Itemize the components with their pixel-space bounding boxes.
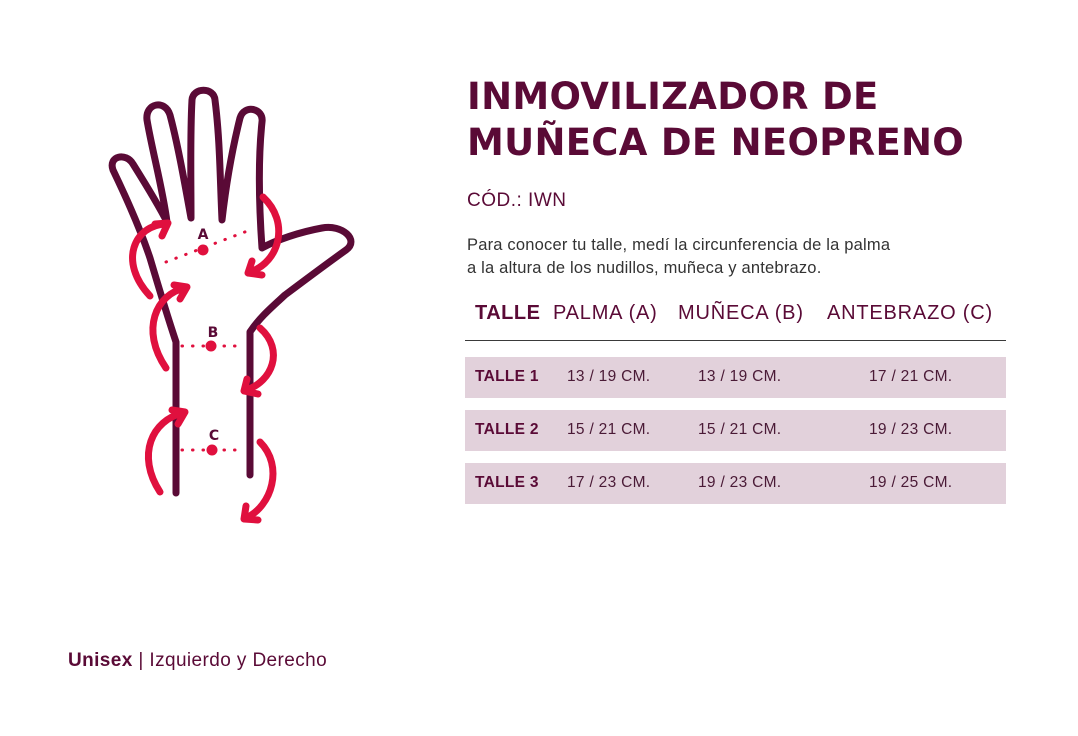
- cell-palma: 15 / 21 CM.: [567, 421, 651, 438]
- size-table-header: TALLE PALMA (A) MUÑECA (B) ANTEBRAZO (C): [465, 296, 1006, 341]
- footer-note: Unisex | Izquierdo y Derecho: [68, 650, 327, 672]
- cell-palma: 13 / 19 CM.: [567, 368, 651, 385]
- cell-antebrazo: 19 / 25 CM.: [869, 474, 953, 491]
- product-title: INMOVILIZADOR DE MUÑECA DE NEOPRENO: [467, 74, 1047, 166]
- cell-muneca: 15 / 21 CM.: [698, 421, 782, 438]
- measurement-instructions: Para conocer tu talle, medí la circunfer…: [467, 234, 1027, 280]
- header-muneca: MUÑECA (B): [678, 302, 804, 324]
- footer-sides: Izquierdo y Derecho: [149, 650, 328, 671]
- measurement-points: [197, 244, 218, 456]
- label-a: A: [198, 227, 209, 243]
- cell-antebrazo: 17 / 21 CM.: [869, 368, 953, 385]
- cell-muneca: 19 / 23 CM.: [698, 474, 782, 491]
- size-table: TALLE PALMA (A) MUÑECA (B) ANTEBRAZO (C)…: [465, 296, 1006, 516]
- cell-muneca: 13 / 19 CM.: [698, 368, 782, 385]
- header-antebrazo: ANTEBRAZO (C): [827, 302, 993, 324]
- product-code: CÓD.: IWN: [467, 190, 567, 211]
- cell-palma: 17 / 23 CM.: [567, 474, 651, 491]
- cell-talle: TALLE 1: [475, 368, 539, 385]
- instructions-line-2: a la altura de los nudillos, muñeca y an…: [467, 259, 822, 277]
- cell-antebrazo: 19 / 23 CM.: [869, 421, 953, 438]
- cell-talle: TALLE 2: [475, 421, 539, 438]
- size-table-body: TALLE 1 13 / 19 CM. 13 / 19 CM. 17 / 21 …: [465, 357, 1006, 504]
- hand-diagram: A B C: [108, 86, 355, 524]
- title-line-1: INMOVILIZADOR DE: [467, 75, 879, 118]
- instructions-line-1: Para conocer tu talle, medí la circunfer…: [467, 236, 891, 254]
- rotation-arrows: [129, 193, 283, 524]
- table-row: TALLE 3 17 / 23 CM. 19 / 23 CM. 19 / 25 …: [465, 463, 1006, 504]
- label-c: C: [209, 428, 219, 444]
- table-row: TALLE 2 15 / 21 CM. 15 / 21 CM. 19 / 23 …: [465, 410, 1006, 451]
- header-palma: PALMA (A): [553, 302, 658, 324]
- title-line-2: MUÑECA DE NEOPRENO: [467, 121, 965, 164]
- table-row: TALLE 1 13 / 19 CM. 13 / 19 CM. 17 / 21 …: [465, 357, 1006, 398]
- label-b: B: [208, 325, 219, 341]
- cell-talle: TALLE 3: [475, 474, 539, 491]
- footer-unisex: Unisex: [68, 650, 133, 671]
- footer-separator: |: [132, 650, 150, 671]
- hand-outline: [108, 86, 355, 497]
- header-talle: TALLE: [475, 302, 541, 324]
